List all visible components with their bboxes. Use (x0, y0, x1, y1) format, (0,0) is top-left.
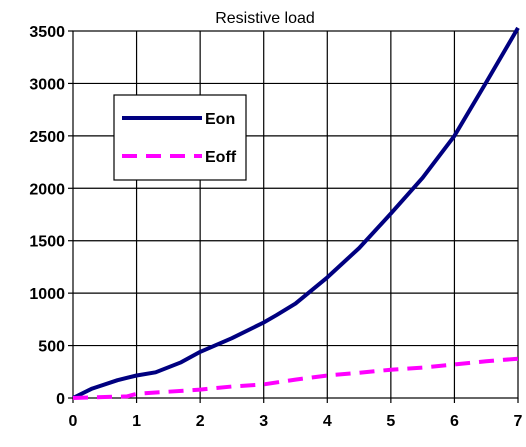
plot-area (72, 30, 519, 399)
y-tick-label: 1500 (29, 234, 65, 251)
x-tick-label: 2 (196, 413, 205, 430)
x-tick-label: 4 (323, 413, 332, 430)
y-tick-label: 500 (38, 339, 65, 356)
x-tick-label: 7 (514, 413, 523, 430)
y-tick-label: 1000 (29, 286, 65, 303)
y-tick-label: 2000 (29, 181, 65, 198)
y-tick-label: 3500 (29, 24, 65, 41)
legend-label-eon: Eon (205, 111, 235, 128)
axes: 0 1 2 3 4 5 6 7 0 500 1000 1500 2000 2500 3000 3500 (29, 24, 522, 430)
y-tick-label: 2500 (29, 129, 65, 146)
legend-box (113, 94, 247, 181)
x-tick-label: 0 (69, 413, 78, 430)
series-line-eon (72, 26, 520, 400)
grid (72, 30, 519, 399)
y-tick-label: 0 (56, 391, 65, 408)
x-tick-label: 3 (259, 413, 268, 430)
series-line-eoff (72, 356, 519, 400)
x-tick-label: 5 (386, 413, 395, 430)
y-tick-label: 3000 (29, 76, 65, 93)
plot-series (72, 26, 520, 400)
chart-title: Resistive load (215, 10, 315, 27)
x-tick-label: 1 (132, 413, 141, 430)
legend: Eon Eoff (113, 94, 247, 181)
legend-label-eoff: Eoff (205, 149, 237, 166)
x-tick-label: 6 (450, 413, 459, 430)
